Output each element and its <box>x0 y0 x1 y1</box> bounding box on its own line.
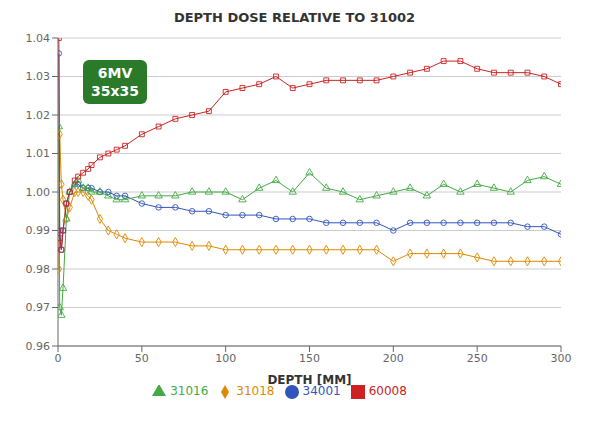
svg-text:100: 100 <box>215 352 236 365</box>
svg-text:0.96: 0.96 <box>26 340 51 353</box>
html-text:DEPTH DOSE RELATIVE TO 31002: DEPTH DOSE RELATIVE TO 31002 <box>173 10 416 25</box>
svg-text:1.03: 1.03 <box>26 70 51 83</box>
svg-text:150: 150 <box>299 352 320 365</box>
svg-text:0.99: 0.99 <box>26 224 51 237</box>
html-text:6MV 35x35: 6MV 35x35 <box>91 65 139 100</box>
svg-text:1.04: 1.04 <box>26 32 51 45</box>
svg-text:1.00: 1.00 <box>26 186 51 199</box>
svg-text:0.98: 0.98 <box>26 263 51 276</box>
html-text:34001: 34001 <box>302 384 341 398</box>
svg-text:250: 250 <box>467 352 488 365</box>
svg-text:0: 0 <box>55 352 62 365</box>
svg-text:1.02: 1.02 <box>26 109 51 122</box>
svg-text:300: 300 <box>551 352 572 365</box>
svg-text:50: 50 <box>135 352 149 365</box>
html-text:60008: 60008 <box>368 384 407 398</box>
html-text:31018: 31018 <box>236 384 275 398</box>
html-text:31016: 31016 <box>170 384 209 398</box>
svg-text:0.97: 0.97 <box>26 301 51 314</box>
svg-text:DEPTH [MM]: DEPTH [MM] <box>267 373 351 387</box>
svg-text:1.01: 1.01 <box>26 147 51 160</box>
svg-text:200: 200 <box>383 352 404 365</box>
